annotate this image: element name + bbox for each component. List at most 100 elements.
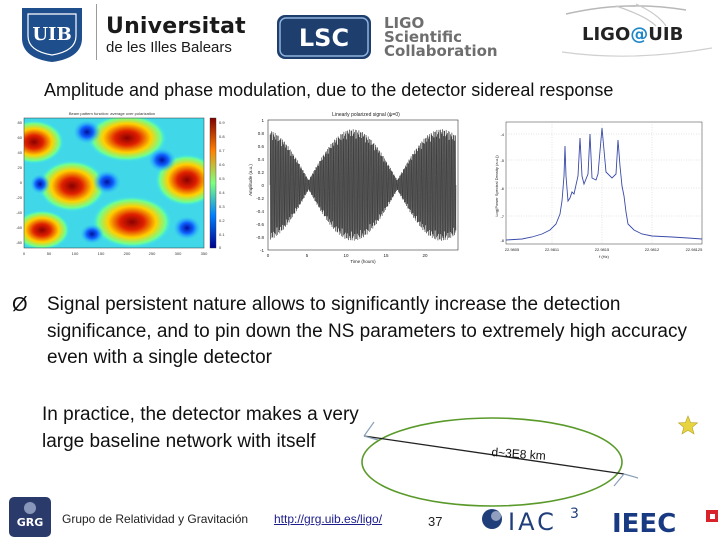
- svg-text:-0.2: -0.2: [256, 196, 264, 201]
- practice-text: In practice, the detector makes a very l…: [42, 404, 359, 452]
- svg-text:-80: -80: [16, 240, 23, 245]
- svg-text:50: 50: [47, 251, 52, 256]
- svg-text:150: 150: [98, 251, 105, 256]
- power-spectrum-plot: Log(Power Spectral Density (a.u.)) -4 -5…: [494, 121, 703, 259]
- svg-text:15: 15: [383, 253, 389, 258]
- svg-text:IEEC: IEEC: [612, 509, 676, 536]
- uib-logo: UIB: [22, 8, 82, 62]
- svg-text:-1: -1: [260, 248, 264, 253]
- svg-text:Linearly polarized signal (ψ=0: Linearly polarized signal (ψ=0): [332, 112, 400, 118]
- svg-text:22.9815: 22.9815: [595, 247, 610, 252]
- signal-x-ticks: 0 5 10 15 20: [267, 253, 428, 258]
- svg-text:LSC: LSC: [299, 24, 349, 52]
- svg-text:f (Hz): f (Hz): [599, 254, 609, 259]
- svg-text:-0.8: -0.8: [256, 235, 264, 240]
- svg-text:-7: -7: [500, 214, 504, 219]
- ligo-uib-wordmark: LIGO@UIB: [582, 24, 684, 45]
- svg-text:0.8: 0.8: [219, 134, 225, 139]
- svg-text:-60: -60: [16, 225, 23, 230]
- slide-title: Amplitude and phase modulation, due to t…: [44, 80, 614, 100]
- svg-text:250: 250: [149, 251, 156, 256]
- svg-text:0: 0: [267, 253, 270, 258]
- header-divider: [96, 4, 97, 60]
- svg-text:0.6: 0.6: [219, 162, 225, 167]
- lsc-name: LIGO Scientific Collaboration: [384, 14, 498, 60]
- svg-text:200: 200: [124, 251, 131, 256]
- svg-text:22.9811: 22.9811: [545, 247, 560, 252]
- svg-text:0: 0: [23, 251, 26, 256]
- svg-text:0.2: 0.2: [219, 218, 225, 223]
- orbit-ellipse: [361, 417, 623, 507]
- svg-text:0: 0: [261, 183, 264, 188]
- svg-text:-20: -20: [16, 195, 23, 200]
- svg-text:10: 10: [343, 253, 349, 258]
- svg-text:-0.6: -0.6: [256, 222, 264, 227]
- svg-text:300: 300: [175, 251, 182, 256]
- university-name: Universitat: [106, 14, 246, 39]
- svg-text:100: 100: [72, 251, 79, 256]
- group-url-link[interactable]: http://grg.uib.es/ligo/: [274, 512, 383, 526]
- page-number: 37: [428, 514, 443, 529]
- map-x-ticks: 0 50 100 150 200 250 300 350: [23, 251, 208, 256]
- svg-text:0.3: 0.3: [219, 204, 225, 209]
- lsc-line-3: Collaboration: [384, 42, 498, 60]
- svg-text:0.1: 0.1: [219, 232, 225, 237]
- svg-text:0: 0: [20, 180, 23, 185]
- svg-text:Log(Power Spectral Density (a.: Log(Power Spectral Density (a.u.)): [494, 155, 499, 217]
- svg-text:0.8: 0.8: [258, 131, 265, 136]
- grg-logo: GRG: [9, 497, 51, 537]
- svg-text:0.9: 0.9: [219, 120, 225, 125]
- svg-text:0.2: 0.2: [258, 170, 265, 175]
- svg-text:20: 20: [18, 165, 23, 170]
- svg-text:350: 350: [201, 251, 208, 256]
- bullet-arrow-icon: Ø: [12, 294, 28, 316]
- lsc-line-2: Scientific: [384, 28, 463, 46]
- svg-text:Time (hours): Time (hours): [350, 259, 376, 264]
- svg-text:-6: -6: [500, 186, 504, 191]
- svg-text:1: 1: [261, 118, 264, 123]
- earth-icon-right: [613, 473, 639, 487]
- earth-orbit-diagram: [361, 415, 699, 507]
- ligo-uib-logo-arcs: [561, 3, 713, 57]
- signal-trace: [269, 129, 457, 241]
- svg-text:22.9812: 22.9812: [645, 247, 660, 252]
- lsc-line-1: LIGO: [384, 14, 425, 32]
- svg-text:60: 60: [18, 135, 23, 140]
- svg-text:-40: -40: [16, 210, 23, 215]
- bullet-text: Signal persistent nature allows to signi…: [47, 294, 687, 368]
- svg-text:20: 20: [422, 253, 428, 258]
- svg-text:40: 40: [18, 150, 23, 155]
- lsc-logo: LSC: [277, 15, 371, 59]
- spectrum-trace: [505, 127, 703, 241]
- svg-text:0.6: 0.6: [258, 144, 265, 149]
- svg-text:22.9805: 22.9805: [505, 247, 520, 252]
- svg-text:0.4: 0.4: [258, 157, 265, 162]
- signal-y-ticks: 1 0.8 0.6 0.4 0.2 0 -0.2 -0.4 -0.6 -0.8 …: [256, 118, 264, 253]
- svg-text:IAC: IAC: [508, 508, 557, 536]
- baseline-line: [363, 435, 625, 475]
- svg-text:Amplitude (a.u.): Amplitude (a.u.): [248, 164, 253, 196]
- svg-text:GRG: GRG: [17, 516, 44, 529]
- svg-text:80: 80: [18, 120, 23, 125]
- map-y-ticks: 80 60 40 20 0 -20 -40 -60 -80: [16, 120, 23, 245]
- svg-text:0.5: 0.5: [219, 176, 225, 181]
- university-subtitle: de les Illes Balears: [106, 39, 232, 56]
- svg-text:UIB: UIB: [32, 24, 71, 45]
- spectrum-y-ticks: -4 -5 -6 -7 -8: [500, 132, 504, 243]
- earth-icon-left: [363, 421, 379, 441]
- svg-text:3: 3: [570, 506, 579, 522]
- modulated-signal-plot: Linearly polarized signal (ψ=0) Amplitud…: [248, 112, 459, 264]
- svg-text:5: 5: [306, 253, 309, 258]
- svg-text:-5: -5: [500, 158, 504, 163]
- svg-text:-0.4: -0.4: [256, 209, 264, 214]
- svg-text:0.7: 0.7: [219, 148, 225, 153]
- svg-text:22.98125: 22.98125: [686, 247, 703, 252]
- ieec-logo: IEEC: [612, 509, 718, 536]
- map-colorbar-ticks: 0.9 0.8 0.7 0.6 0.5 0.4 0.3 0.2 0.1 0: [219, 120, 225, 250]
- svg-text:-8: -8: [500, 238, 504, 243]
- group-name: Grupo de Relatividad y Gravitación: [62, 512, 249, 526]
- antenna-pattern-map: Beam pattern function: average over pola…: [16, 111, 225, 256]
- spectrum-x-ticks: 22.9805 22.9811 22.9815 22.9812 22.98125: [505, 247, 703, 252]
- svg-text:0.4: 0.4: [219, 190, 225, 195]
- svg-text:0: 0: [219, 245, 222, 250]
